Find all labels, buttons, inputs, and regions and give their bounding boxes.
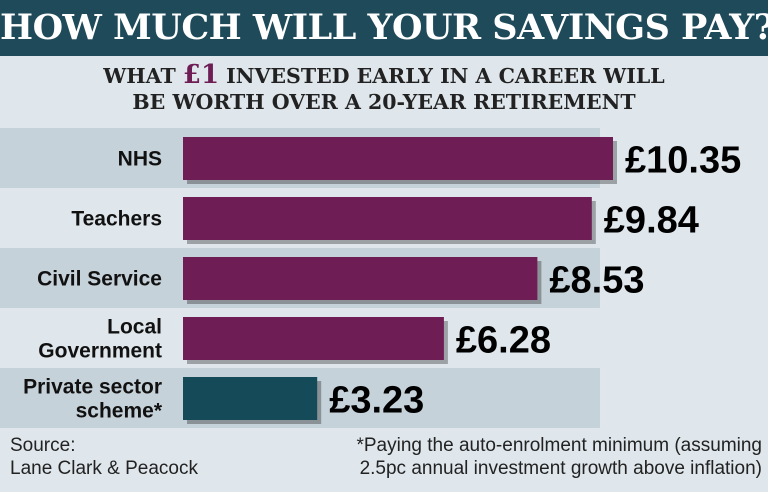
value-label: £3.23 (329, 380, 424, 422)
footnote-line-2: 2.5pc annual investment growth above inf… (359, 458, 762, 479)
value-label: £10.35 (625, 140, 741, 182)
category-label: Teachers (71, 208, 162, 231)
source-line-2: Lane Clark & Peacock (10, 458, 198, 479)
chart-title: HOW MUCH WILL YOUR SAVINGS PAY? (0, 7, 768, 48)
bar (183, 317, 444, 360)
value-label: £8.53 (549, 260, 644, 302)
bar (183, 257, 538, 300)
bar (183, 197, 592, 240)
title-banner (0, 0, 768, 56)
category-label: Local (107, 316, 162, 339)
category-label: Private sector (23, 376, 162, 399)
subtitle-line-1: WHAT £1 INVESTED EARLY IN A CAREER WILL (0, 62, 768, 89)
value-label: £6.28 (456, 320, 551, 362)
footnote-line-1: *Paying the auto-enrolment minimum (assu… (356, 435, 762, 456)
source-line-1: Source: (10, 435, 76, 456)
bar (183, 377, 318, 420)
category-label: scheme* (76, 400, 163, 423)
category-label: Government (38, 340, 162, 363)
category-label: NHS (118, 148, 162, 171)
subtitle-line-1-end: INVESTED EARLY IN A CAREER WILL (219, 64, 665, 88)
subtitle-line-2: BE WORTH OVER A 20-YEAR RETIREMENT (132, 90, 636, 114)
category-label: Civil Service (37, 268, 162, 291)
subtitle-highlight: £1 (182, 60, 220, 90)
bar (183, 137, 613, 180)
footnote: *Paying the auto-enrolment minimum (assu… (296, 434, 762, 480)
subtitle-line-1-start: WHAT (103, 64, 183, 88)
value-label: £9.84 (604, 200, 699, 242)
source-note: Source: Lane Clark & Peacock (10, 434, 198, 480)
chart-subtitle: WHAT £1 INVESTED EARLY IN A CAREER WILL … (0, 62, 768, 115)
bar-chart: NHS £10.35 Teachers £9.84 Civil Service £8.53… (0, 128, 741, 428)
